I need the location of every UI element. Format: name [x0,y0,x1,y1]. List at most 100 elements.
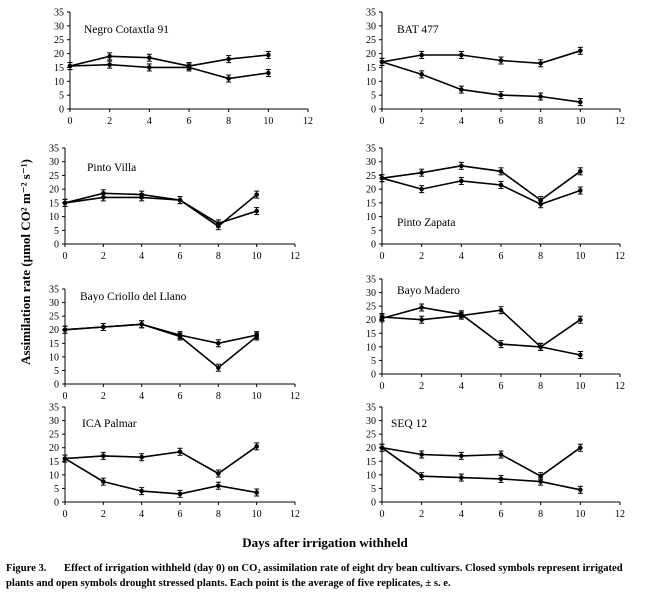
irrigated-data-point [419,317,424,323]
x-tick-label: 2 [419,116,424,127]
irrigated-data-point [216,340,221,346]
y-tick-label: 15 [366,63,376,74]
x-tick-label: 2 [101,391,106,402]
y-tick-label: 35 [366,144,376,155]
drought-data-point [419,473,424,479]
drought-series-line [381,61,581,103]
y-tick-label: 20 [54,49,64,60]
x-tick-label: 12 [615,116,625,127]
drought-data-point [67,63,73,69]
irrigated-data-point [459,163,464,169]
drought-data-point [459,178,464,184]
irrigated-series-line [381,164,581,202]
y-tick-label: 25 [49,430,59,441]
x-tick-label: 4 [459,381,464,392]
drought-data-point [139,195,144,200]
x-tick-label: 2 [101,509,106,520]
x-tick-label: 8 [216,509,221,520]
drought-data-point [459,475,464,480]
drought-series-line [64,323,258,369]
drought-data-point [107,62,112,67]
x-tick-label: 10 [263,116,273,127]
x-tick-label: 6 [499,251,504,262]
x-tick-label: 2 [107,116,112,127]
irrigated-data-point [101,453,106,459]
y-tick-label: 15 [49,457,59,468]
y-tick-label: 0 [371,105,376,116]
y-tick-label: 20 [366,185,376,196]
drought-data-point [498,476,504,482]
x-tick-label: 10 [252,509,262,520]
chart-panel-3: 0 5 10 15 20 25 30 35 0 2 4 6 8 10 12 Pinto Villa [49,144,300,263]
y-tick-label: 0 [54,380,59,391]
y-tick-label: 10 [49,470,59,481]
y-tick-label: 0 [54,240,59,251]
chart-panel-5: 0 5 10 15 20 25 30 35 0 2 4 6 8 10 12 Bayo Criollo del … [49,285,300,403]
x-tick-label: 6 [187,116,192,127]
irrigated-data-point [226,56,231,62]
x-tick-label: 6 [499,509,504,520]
y-tick-label: 10 [54,77,64,88]
panel-title: Bayo Madero [397,285,460,297]
y-tick-label: 10 [366,212,376,223]
irrigated-data-point [498,307,504,313]
drought-data-point [538,201,543,207]
x-tick-label: 6 [499,381,504,392]
y-tick-label: 30 [366,21,376,32]
x-tick-label: 8 [226,116,231,127]
x-tick-label: 8 [216,251,221,262]
panel-title: SEQ 12 [391,418,427,430]
drought-series-line [381,447,581,491]
y-tick-label: 5 [371,91,376,102]
panel-title: Pinto Zapata [397,217,455,229]
x-tick-label: 0 [380,509,385,520]
panel-title: Negro Cotaxtla 91 [84,24,169,36]
y-tick-label: 0 [371,498,376,509]
chart-panel-4: 0 5 10 15 20 25 30 35 0 2 4 6 8 10 12 Pinto Zapata [366,144,625,263]
y-tick-label: 25 [49,312,59,323]
y-tick-label: 15 [49,339,59,350]
x-tick-label: 10 [575,251,585,262]
y-tick-label: 10 [366,342,376,353]
x-tick-label: 12 [303,116,313,127]
y-tick-label: 10 [366,77,376,88]
drought-data-point [419,72,424,77]
y-tick-label: 5 [54,226,59,237]
x-tick-label: 0 [380,116,385,127]
drought-data-point [177,491,183,497]
y-tick-label: 0 [54,498,59,509]
x-tick-label: 6 [178,391,183,402]
x-tick-label: 6 [178,509,183,520]
y-tick-label: 15 [366,329,376,340]
y-tick-label: 30 [366,416,376,427]
y-tick-label: 5 [371,226,376,237]
x-tick-label: 4 [147,116,152,127]
y-tick-label: 30 [49,157,59,168]
x-tick-label: 12 [290,391,300,402]
drought-data-point [498,182,504,188]
y-tick-label: 25 [366,302,376,313]
y-tick-label: 35 [366,403,376,414]
y-tick-label: 25 [49,171,59,182]
x-tick-label: 12 [615,251,625,262]
drought-data-point [379,175,385,181]
y-tick-label: 30 [49,416,59,427]
irrigated-data-point [107,54,112,59]
drought-data-point [216,483,221,489]
drought-data-point [254,208,259,214]
drought-data-point [498,341,504,347]
drought-data-point [62,456,68,461]
irrigated-data-point [254,192,259,197]
drought-data-point [419,186,424,192]
y-tick-label: 35 [366,275,376,286]
y-tick-label: 0 [59,105,64,116]
y-tick-label: 10 [366,470,376,481]
x-tick-label: 8 [538,381,543,392]
y-tick-label: 30 [366,157,376,168]
irrigated-data-point [578,445,583,451]
x-tick-label: 4 [459,509,464,520]
drought-data-point [419,305,424,310]
drought-data-point [147,65,152,70]
panel-title: ICA Palmar [82,418,137,430]
x-tick-label: 6 [178,251,183,262]
